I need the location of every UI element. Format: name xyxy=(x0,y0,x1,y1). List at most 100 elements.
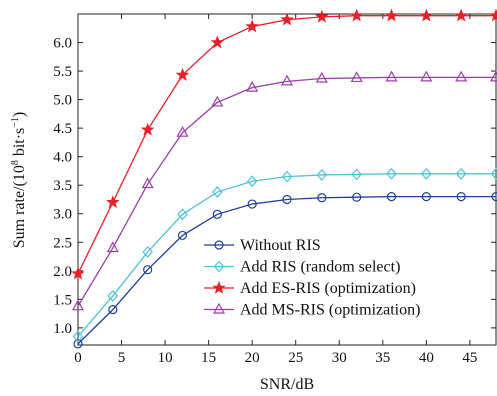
star-marker xyxy=(419,8,434,22)
legend-label: Add MS-RIS (optimization) xyxy=(240,302,420,319)
y-axis-label: Sum rate/(108 bit·s−1) xyxy=(10,112,28,249)
circle-marker xyxy=(108,305,118,315)
series xyxy=(73,192,497,349)
y-axis-label-unit: bit·s xyxy=(11,128,28,160)
diamond-marker xyxy=(142,246,153,258)
series-group xyxy=(71,8,497,349)
star-marker xyxy=(140,122,155,136)
triangle-marker xyxy=(455,70,468,82)
series-line xyxy=(77,15,496,274)
y-tick-label: 6.0 xyxy=(53,36,72,52)
y-axis-label-close: ) xyxy=(11,112,28,117)
star-marker xyxy=(349,8,364,22)
triangle-marker xyxy=(350,71,363,83)
circle-marker xyxy=(143,265,153,275)
circle-marker xyxy=(212,209,222,219)
triangle-marker xyxy=(106,241,119,253)
triangle-marker xyxy=(489,70,497,82)
circle-marker xyxy=(421,192,431,202)
triangle-marker xyxy=(280,74,294,86)
y-tick-label: 3.5 xyxy=(53,178,72,194)
y-tick-label: 3.0 xyxy=(53,207,72,223)
legend-label: Add ES-RIS (optimization) xyxy=(240,280,416,297)
x-tick-label: 20 xyxy=(245,350,260,366)
circle-marker xyxy=(177,230,188,241)
circle-marker xyxy=(352,192,362,202)
x-tick-label: 45 xyxy=(462,350,477,366)
diamond-marker xyxy=(455,167,467,180)
series xyxy=(71,8,497,280)
circle-marker xyxy=(73,339,83,349)
legend-label: Without RIS xyxy=(240,237,321,254)
triangle-marker xyxy=(176,125,189,137)
legend-item: Without RIS xyxy=(204,237,321,254)
x-tick-label: 35 xyxy=(375,350,390,366)
y-tick-label: 4.5 xyxy=(53,121,72,137)
legend-item: Add RIS (random select) xyxy=(204,259,400,276)
x-tick-label: 25 xyxy=(288,350,303,366)
y-axis-label-main: Sum rate/(10 xyxy=(11,165,28,248)
diamond-marker xyxy=(177,208,188,221)
diamond-marker xyxy=(213,260,225,273)
circle-marker xyxy=(214,240,224,250)
y-tick-label: 2.5 xyxy=(53,235,72,251)
triangle-marker xyxy=(212,302,226,314)
diamond-marker xyxy=(386,167,397,180)
diamond-marker xyxy=(246,175,258,188)
triangle-marker xyxy=(246,80,259,92)
triangle-marker xyxy=(315,71,328,83)
star-marker xyxy=(454,8,468,22)
star-marker xyxy=(315,9,329,23)
x-axis-label: SNR/dB xyxy=(260,376,314,393)
legend-item: Add MS-RIS (optimization) xyxy=(204,302,420,319)
series-line xyxy=(77,195,496,345)
series-line xyxy=(77,173,496,337)
x-axis-ticks: 0 5 10 15 20 25 30 35 40 45 xyxy=(74,14,477,366)
x-tick-label: 5 xyxy=(118,350,126,366)
series xyxy=(71,70,497,311)
x-tick-label: 30 xyxy=(332,350,347,366)
series-line xyxy=(77,76,496,307)
diamond-marker xyxy=(72,330,84,343)
circle-marker xyxy=(247,199,257,209)
legend: Without RIS Add RIS (random select) Add ES… xyxy=(204,237,420,319)
y-axis-label-unit-exponent: −1 xyxy=(10,117,21,128)
y-tick-label: 5.0 xyxy=(53,93,72,109)
circle-marker xyxy=(456,192,466,202)
diamond-marker xyxy=(490,167,497,180)
x-tick-label: 0 xyxy=(74,350,82,366)
circle-marker xyxy=(386,192,397,202)
diamond-marker xyxy=(421,167,432,180)
y-tick-label: 4.0 xyxy=(53,150,72,166)
x-tick-label: 10 xyxy=(158,350,173,366)
y-tick-label: 5.5 xyxy=(53,64,72,80)
star-marker xyxy=(384,8,399,22)
diamond-marker xyxy=(316,169,328,181)
star-marker xyxy=(245,19,259,33)
triangle-marker xyxy=(420,70,433,82)
y-tick-label: 1.5 xyxy=(53,292,72,308)
y-tick-label: 1.0 xyxy=(53,321,72,337)
diamond-marker xyxy=(212,186,223,198)
triangle-marker xyxy=(385,70,398,82)
y-axis-label-exponent: 8 xyxy=(10,160,21,165)
y-tick-label: 2.0 xyxy=(53,264,72,280)
series xyxy=(72,167,497,343)
star-marker xyxy=(71,266,85,280)
triangle-marker xyxy=(141,177,154,189)
diamond-marker xyxy=(107,290,119,302)
star-marker xyxy=(106,195,120,209)
triangle-marker xyxy=(71,299,85,311)
circle-marker xyxy=(317,193,327,203)
x-tick-label: 40 xyxy=(419,350,434,366)
legend-label: Add RIS (random select) xyxy=(240,259,400,276)
star-marker xyxy=(280,12,294,26)
star-marker xyxy=(212,280,226,294)
star-marker xyxy=(210,35,225,49)
circle-marker xyxy=(491,192,497,202)
star-marker xyxy=(489,8,497,22)
x-tick-label: 15 xyxy=(201,350,216,366)
circle-marker xyxy=(282,194,292,205)
diamond-marker xyxy=(281,170,293,183)
